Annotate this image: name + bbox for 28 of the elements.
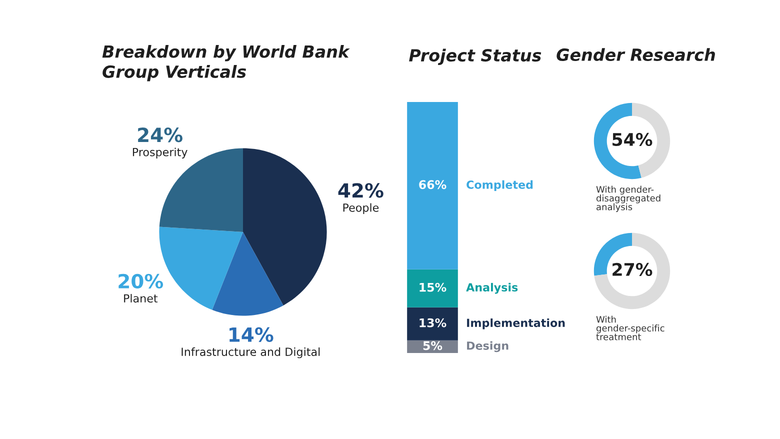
slice-label: Infrastructure and Digital — [182, 347, 320, 358]
data-label: 13% — [420, 318, 446, 328]
chart-title: Breakdown by World Bank Group Verticals — [102, 45, 350, 82]
chart-title: Project Status — [409, 48, 542, 65]
slice-label: People — [343, 203, 379, 214]
series-label: Analysis — [466, 282, 518, 294]
text: With gender- disaggregated analysis — [596, 186, 660, 212]
series-label: Completed — [466, 180, 533, 192]
data-label: 54% — [612, 132, 652, 146]
data-label: 15% — [420, 282, 446, 292]
bar — [407, 307, 458, 340]
bar — [407, 269, 458, 308]
series-label: Design — [467, 341, 508, 352]
pie-slice — [243, 148, 327, 306]
data-label: 42% — [338, 183, 384, 198]
data-label: 27% — [612, 262, 652, 276]
chart-title: Gender Research — [556, 48, 715, 62]
pie-slice — [212, 232, 284, 316]
data-label: 20% — [118, 274, 164, 289]
series-label: Implementation — [467, 318, 565, 330]
donut-slice — [594, 232, 670, 310]
slice-label: Prosperity — [132, 148, 188, 158]
data-label: 14% — [230, 327, 274, 342]
slice-label: Planet — [124, 294, 158, 303]
data-label: 24% — [138, 128, 182, 142]
data-label: 66% — [419, 180, 446, 190]
text: With gender-specific treatment — [596, 316, 664, 340]
data-label: 5% — [423, 341, 442, 350]
